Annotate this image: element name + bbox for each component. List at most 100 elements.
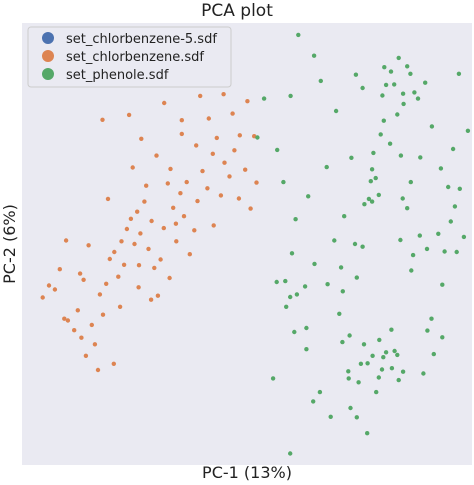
data-point-series-2-25 [312,261,317,267]
data-point-series-1-25 [138,231,143,236]
data-point-series-2-45 [381,118,386,123]
data-point-series-2-97 [438,166,444,171]
data-point-series-2-46 [378,132,383,137]
data-point-series-2-89 [395,352,400,358]
data-point-series-1-46 [214,135,219,141]
data-point-series-1-55 [100,117,105,123]
data-point-series-2-23 [383,350,389,355]
data-point-series-2-27 [288,294,293,300]
data-point-series-1-34 [168,166,173,172]
legend-frame [27,26,232,88]
data-point-series-2-29 [274,279,279,285]
data-point-series-2-90 [400,369,406,374]
data-point-series-1-15 [104,281,109,286]
data-point-series-2-33 [304,325,309,331]
data-point-series-1-71 [130,165,135,170]
data-point-series-1-35 [171,205,176,210]
data-point-series-2-38 [395,112,400,117]
data-point-series-1-76 [154,153,159,158]
data-point-series-1-84 [194,143,199,148]
data-point-series-2-51 [387,141,393,146]
data-point-series-2-109 [288,451,293,456]
data-point-series-2-114 [396,55,401,61]
data-point-series-1-8 [79,335,84,340]
data-point-series-2-56 [417,233,422,238]
data-point-series-2-52 [398,153,404,158]
data-point-series-2-22 [374,389,379,395]
data-point-series-2-68 [431,351,436,357]
data-point-series-2-6 [261,96,267,101]
data-point-series-2-28 [283,278,288,284]
data-point-series-2-9 [281,179,286,185]
data-point-series-1-48 [222,160,227,165]
data-point-series-2-8 [275,147,280,153]
data-point-series-2-19 [337,311,342,316]
data-point-series-2-113 [284,304,289,309]
data-point-series-2-47 [371,150,376,156]
data-point-series-2-74 [389,366,395,371]
data-point-series-2-73 [392,348,397,354]
data-point-series-2-107 [450,146,456,152]
data-point-series-2-80 [340,339,345,345]
data-point-series-2-20 [347,333,352,338]
data-point-series-2-92 [421,371,426,376]
data-point-series-2-30 [294,292,300,297]
data-point-series-2-103 [369,199,375,204]
data-point-series-2-2 [318,78,323,84]
data-point-series-1-6 [72,328,77,333]
data-point-series-2-12 [324,164,329,170]
data-point-series-2-100 [368,179,373,184]
data-point-series-1-19 [119,239,124,244]
data-point-series-2-95 [465,128,471,133]
data-point-series-1-78 [211,223,216,228]
data-point-series-1-43 [200,168,205,174]
data-point-series-1-49 [227,174,232,179]
data-point-series-1-26 [142,199,147,204]
data-point-series-1-36 [174,239,179,244]
legend-marker-phenole [42,68,54,80]
data-point-series-2-61 [452,204,458,209]
data-point-series-1-77 [237,133,242,138]
data-point-series-1-30 [155,293,161,298]
data-point-series-1-50 [232,148,237,153]
legend: set_chlorbenzene-5.sdf set_chlorbenzene.… [27,26,232,88]
data-point-series-2-21 [358,361,364,366]
data-point-series-1-81 [111,361,117,366]
data-point-series-2-105 [423,80,428,85]
data-point-series-1-27 [146,246,151,252]
data-point-series-1-11 [89,322,95,328]
data-point-series-2-5 [288,93,293,99]
data-point-series-1-5 [65,318,71,323]
data-point-series-2-91 [376,375,381,380]
data-point-series-1-24 [135,209,140,214]
data-point-series-1-56 [126,112,132,118]
data-point-series-1-68 [148,297,154,302]
data-point-series-2-88 [346,369,351,374]
data-point-series-1-72 [77,271,83,276]
data-point-series-2-50 [383,82,389,88]
data-point-series-2-104 [373,175,378,181]
data-point-series-1-67 [136,285,141,290]
data-point-series-2-60 [448,219,453,224]
data-point-series-1-18 [116,274,121,279]
data-point-series-1-51 [236,196,242,201]
data-point-series-1-23 [132,241,137,247]
data-point-series-2-15 [354,275,359,280]
data-point-series-2-7 [255,135,260,140]
data-point-series-2-65 [442,249,447,254]
data-point-series-1-32 [161,225,166,231]
chart-title: PCA plot [201,1,273,21]
data-point-series-1-41 [192,228,197,233]
data-point-series-2-62 [457,186,462,191]
data-point-series-2-42 [415,96,421,101]
data-point-series-1-9 [83,353,89,358]
data-point-series-2-59 [440,282,445,287]
data-point-series-2-32 [304,347,309,352]
data-point-series-2-87 [317,389,323,395]
data-point-series-1-60 [198,93,203,99]
data-point-series-2-70 [361,342,367,347]
data-point-series-2-24 [365,431,370,436]
data-point-series-2-86 [311,399,316,404]
data-point-series-1-0 [40,295,45,300]
data-point-series-2-79 [346,376,351,381]
